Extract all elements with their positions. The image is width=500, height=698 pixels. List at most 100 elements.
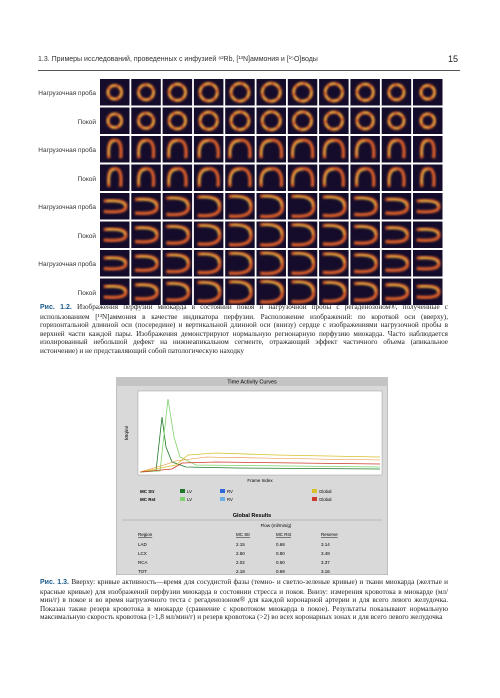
scan-glow	[167, 167, 188, 187]
horseshoe	[103, 227, 128, 242]
scan-glow	[323, 82, 345, 103]
table-cell: LCX	[138, 551, 147, 556]
horseshoe	[385, 254, 410, 272]
scan-image	[381, 221, 412, 248]
horseshoe	[354, 224, 378, 245]
scan-glow	[228, 138, 252, 159]
ring-hot	[107, 113, 123, 129]
scan-glow	[197, 280, 222, 303]
horseshoe-hot	[357, 254, 376, 264]
y-axis-label: kBq/ml	[124, 426, 129, 440]
curve	[139, 416, 381, 473]
horseshoe-hot	[108, 169, 115, 184]
horseshoe-hot	[323, 169, 334, 184]
table-cell: 2.60	[236, 551, 245, 556]
horseshoe-hot	[169, 225, 188, 235]
scan-glow	[387, 111, 406, 130]
horseshoe-hot	[106, 285, 126, 292]
horseshoe-hot	[323, 140, 334, 156]
horseshoe-hot	[260, 169, 272, 184]
scan-glow	[354, 167, 376, 187]
scan-glow	[197, 252, 222, 275]
horseshoe-hot	[168, 140, 178, 156]
scan-image	[413, 164, 443, 191]
scan-image	[256, 193, 286, 220]
row-label: Покой	[77, 232, 96, 240]
scan-image	[162, 79, 193, 106]
legend: MC Str LV RV Global MC Rst LV RV Global	[140, 489, 331, 502]
table-cell: 2.02	[236, 560, 245, 565]
scan-image	[256, 136, 286, 163]
horseshoe	[166, 196, 190, 217]
scan-image	[350, 221, 380, 248]
results-table: Region MC Str MC Rst Reserve LAD 2.15 0.68 3.14…	[138, 532, 338, 574]
scan-image	[131, 278, 161, 305]
scan-image	[350, 136, 380, 163]
scan-glow	[197, 167, 220, 187]
row-label: Нагрузочная проба	[38, 261, 96, 269]
ring-hot	[388, 112, 405, 129]
scan-image	[319, 136, 349, 163]
scan-image	[287, 79, 318, 106]
column-header: Reserve	[321, 532, 338, 537]
horseshoe-hot	[138, 284, 157, 292]
scan-glow	[385, 197, 410, 215]
caption-label: Рис. 1.3.	[40, 579, 69, 586]
horseshoe-hot	[356, 140, 366, 156]
ring-hot	[230, 82, 250, 102]
table-cell: 0.68	[276, 542, 285, 547]
horseshoe-hot	[200, 281, 220, 292]
scan-image	[225, 221, 255, 248]
scan-image	[131, 221, 161, 248]
horseshoe	[103, 284, 128, 299]
scan-glow	[354, 224, 378, 245]
horseshoe	[385, 226, 410, 244]
horseshoe-hot	[325, 253, 345, 264]
horseshoe-hot	[138, 169, 147, 184]
horseshoe-hot	[138, 198, 157, 207]
scan-image	[225, 278, 255, 305]
horseshoe-hot	[231, 195, 251, 207]
scan-image	[319, 164, 349, 191]
horseshoe-hot	[325, 281, 345, 292]
horseshoe-hot	[388, 198, 408, 207]
horseshoe-hot	[325, 196, 345, 207]
scan-glow	[416, 227, 441, 242]
scan-glow	[322, 252, 347, 275]
horseshoe	[166, 281, 190, 302]
scan-image	[413, 193, 443, 220]
horseshoe-hot	[356, 169, 366, 184]
scan-glow	[228, 280, 253, 304]
caption-text: Вверху: кривые активность—время для сосу…	[40, 578, 449, 622]
scan-image	[131, 136, 161, 163]
scan-glow	[260, 110, 282, 132]
scan-image	[319, 107, 349, 134]
horseshoe-hot	[169, 254, 188, 264]
scan-image	[381, 164, 412, 191]
curve	[139, 452, 381, 473]
scan-image	[100, 164, 130, 191]
plot-area	[137, 390, 383, 476]
scan-glow	[419, 83, 437, 101]
horseshoe-hot	[138, 227, 157, 235]
legend-swatch	[220, 497, 225, 501]
horseshoe-hot	[421, 140, 428, 156]
horseshoe	[416, 199, 441, 214]
horseshoe-hot	[231, 252, 251, 264]
scan-image	[193, 164, 224, 191]
scan-glow	[323, 110, 345, 131]
header-rule	[38, 70, 460, 71]
horseshoe-hot	[263, 195, 282, 207]
scan-glow	[136, 167, 156, 187]
scan-glow	[259, 167, 284, 187]
horseshoe-hot	[231, 281, 251, 292]
horseshoe-hot	[388, 227, 408, 235]
scan-image	[225, 193, 255, 220]
scan-glow	[290, 138, 315, 159]
scan-glow	[354, 281, 378, 302]
scan-bg	[381, 79, 412, 106]
scan-glow	[260, 222, 284, 247]
scan-image	[193, 250, 224, 277]
scan-glow	[103, 256, 128, 271]
